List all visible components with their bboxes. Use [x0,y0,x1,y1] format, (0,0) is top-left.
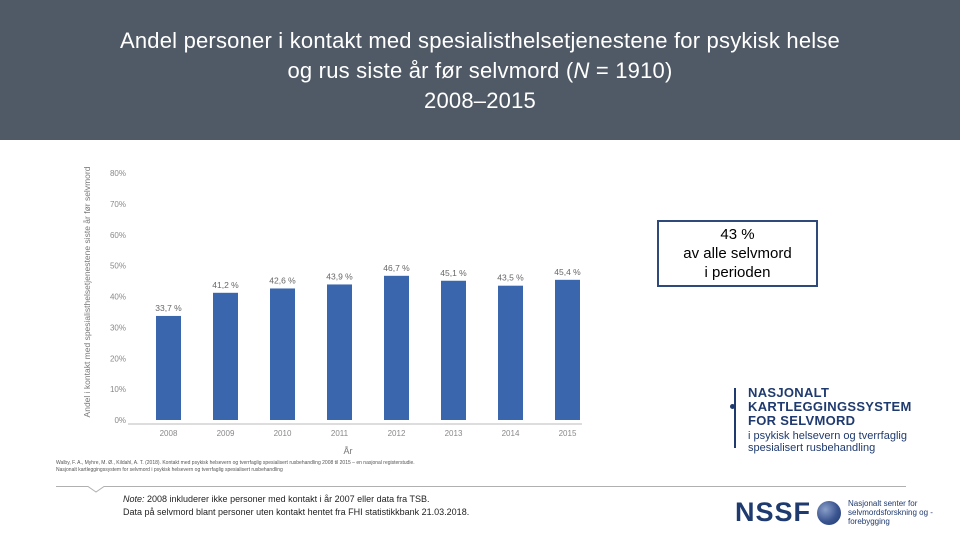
bar-2014 [498,285,523,420]
y-tick-label: 30% [110,323,126,332]
data-label-2011: 43,9 % [326,271,353,281]
x-axis-tick-labels: 2008 2009 2010 2011 2012 2013 2014 2015 [160,429,577,438]
bar-2010 [270,288,295,420]
x-tick-label-2010: 2010 [274,429,292,438]
bars [156,275,580,420]
data-label-2009: 41,2 % [212,280,239,290]
y-tick-label: 40% [110,293,126,302]
y-tick-label: 70% [110,200,126,209]
logo-text-1: NASJONALT [748,385,830,400]
callout-text-2: i perioden [704,264,771,281]
data-label-2012: 46,7 % [383,263,410,273]
logo-text-2: KARTLEGGINGSSYSTEM [748,399,912,414]
data-label-2014: 43,5 % [497,273,524,283]
bar-2015 [555,279,580,420]
summary-callout: 43 % av alle selvmord i perioden [657,220,818,287]
footnote-line-2: Data på selvmord blant personer uten kon… [123,507,470,517]
logo-text-4: i psykisk helsevern og tverrfaglig [748,430,907,442]
data-label-2010: 42,6 % [269,275,296,285]
data-labels: 33,7 % 41,2 % 42,6 % 43,9 % 46,7 % 45,1 % 43,5… [155,263,581,313]
bar-chart: 0% 10% 20% 30% 40% 50% 60% 70% 80% 33,7 % 41,2 % 4… [82,166,582,456]
divider-line [56,486,906,493]
nks-logo: NASJONALT KARTLEGGINGSSYSTEM FOR SELVMOR… [730,380,920,454]
x-tick-label-2012: 2012 [388,429,406,438]
x-tick-label-2008: 2008 [160,429,178,438]
title-banner: Andel personer i kontakt med spesialisth… [0,0,960,140]
y-tick-label: 80% [110,169,126,178]
y-tick-label: 10% [110,385,126,394]
title-line-2: og rus siste år før selvmord (N = 1910) [287,58,673,83]
source-line-2: Nasjonalt kartleggingssystem for selvmor… [56,467,283,473]
x-tick-label-2015: 2015 [559,429,577,438]
x-tick-label-2009: 2009 [217,429,235,438]
callout-text-1: av alle selvmord [683,245,792,262]
data-label-2013: 45,1 % [440,268,467,278]
data-label-2015: 45,4 % [554,267,581,277]
bar-2012 [384,275,409,420]
globe-icon [817,501,841,525]
title-line-3: 2008–2015 [424,88,536,113]
callout-percent: 43 % [720,226,755,243]
nssf-tagline: Nasjonalt senter for selvmordsforskning … [848,499,933,526]
source-line-1: Walby, F. A., Myhre, M. Ø., Kildahl, A. … [56,460,415,466]
x-tick-label-2013: 2013 [445,429,463,438]
y-axis-tick-labels: 0% 10% 20% 30% 40% 50% 60% 70% 80% [110,169,126,425]
bar-2008 [156,315,181,420]
bar-2013 [441,280,466,420]
x-axis-title: År [344,446,353,456]
logo-dot [730,404,735,409]
y-axis-title: Andel i kontakt med spesialisthelsetjene… [82,166,92,417]
footnote-line-1: Note: 2008 inkluderer ikke personer med … [123,494,430,504]
title-line-1: Andel personer i kontakt med spesialisth… [119,28,840,53]
data-label-2008: 33,7 % [155,303,182,313]
footnote: Note: 2008 inkluderer ikke personer med … [123,493,603,519]
bar-2011 [327,284,352,420]
logo-text-5: spesialisert rusbehandling [748,442,876,454]
logo-bar [734,388,736,448]
source-reference: Walby, F. A., Myhre, M. Ø., Kildahl, A. … [56,460,516,474]
y-tick-label: 60% [110,231,126,240]
y-tick-label: 0% [114,416,126,425]
logo-text-3: FOR SELVMORD [748,413,856,428]
x-tick-label-2014: 2014 [502,429,520,438]
x-tick-label-2011: 2011 [331,429,349,438]
nssf-wordmark: NSSF [735,497,812,527]
bar-2009 [213,292,238,420]
nssf-logo: NSSF Nasjonalt senter for selvmordsforsk… [735,495,935,535]
y-tick-label: 50% [110,262,126,271]
y-tick-label: 20% [110,354,126,363]
